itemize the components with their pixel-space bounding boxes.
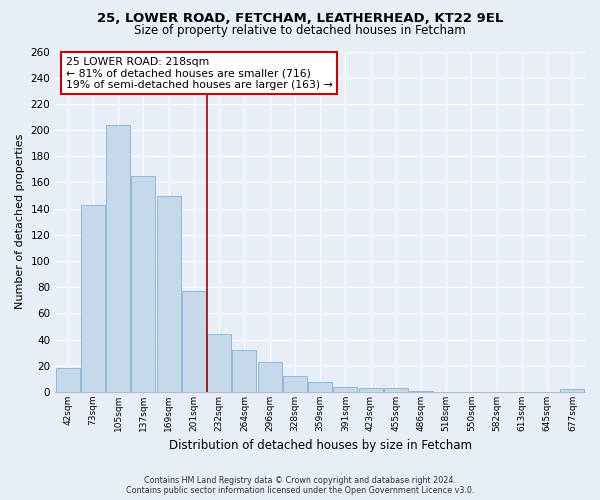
Bar <box>257 362 281 392</box>
Bar <box>81 204 105 392</box>
Bar <box>207 334 231 392</box>
Text: 25, LOWER ROAD, FETCHAM, LEATHERHEAD, KT22 9EL: 25, LOWER ROAD, FETCHAM, LEATHERHEAD, KT… <box>97 12 503 26</box>
Bar <box>157 196 181 392</box>
X-axis label: Distribution of detached houses by size in Fetcham: Distribution of detached houses by size … <box>169 440 472 452</box>
Bar <box>232 350 256 392</box>
Text: Size of property relative to detached houses in Fetcham: Size of property relative to detached ho… <box>134 24 466 37</box>
Bar <box>283 376 307 392</box>
Bar <box>308 382 332 392</box>
Bar <box>56 368 80 392</box>
Bar <box>384 388 408 392</box>
Bar <box>131 176 155 392</box>
Text: Contains HM Land Registry data © Crown copyright and database right 2024.
Contai: Contains HM Land Registry data © Crown c… <box>126 476 474 495</box>
Bar <box>409 390 433 392</box>
Bar <box>359 388 383 392</box>
Bar <box>334 387 357 392</box>
Text: 25 LOWER ROAD: 218sqm
← 81% of detached houses are smaller (716)
19% of semi-det: 25 LOWER ROAD: 218sqm ← 81% of detached … <box>66 56 332 90</box>
Bar <box>182 291 206 392</box>
Bar <box>106 125 130 392</box>
Bar <box>560 390 584 392</box>
Y-axis label: Number of detached properties: Number of detached properties <box>15 134 25 310</box>
